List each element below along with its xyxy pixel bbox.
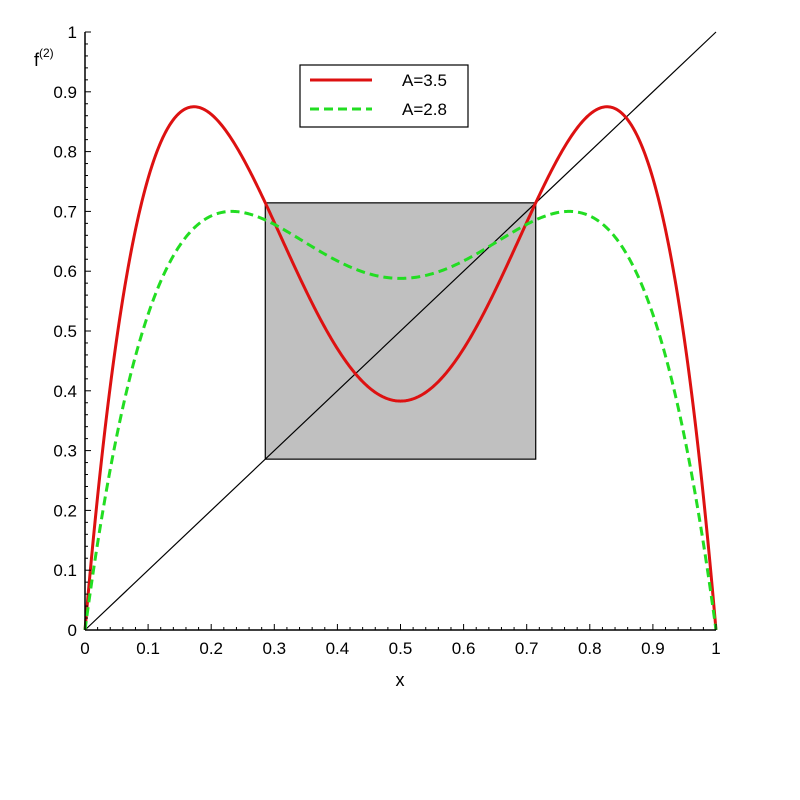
y-tick-label: 0.1 [53, 561, 77, 580]
x-tick-label: 0.6 [452, 639, 476, 658]
x-tick-label: 0.3 [262, 639, 286, 658]
x-tick-label: 1 [711, 639, 720, 658]
y-tick-label: 0.3 [53, 442, 77, 461]
x-tick-label: 0.7 [515, 639, 539, 658]
legend: A=3.5 A=2.8 [299, 64, 469, 128]
series-line-a35 [83, 105, 718, 631]
series-line-a28 [83, 209, 718, 631]
y-tick-label: 0 [68, 621, 77, 640]
diagonal-reference-line [84, 31, 717, 631]
y-tick-label: 1 [68, 23, 77, 42]
y-tick-label: 0.8 [53, 143, 77, 162]
legend-label-a28: A=2.8 [402, 100, 447, 119]
x-axis-title: x [396, 670, 405, 690]
x-tick-label: 0 [80, 639, 89, 658]
x-tick-label: 0.2 [199, 639, 223, 658]
y-axis-title-superscript: (2) [39, 46, 54, 60]
y-tick-label: 0.6 [53, 262, 77, 281]
y-tick-label: 0.2 [53, 501, 77, 520]
x-tick-label: 0.4 [326, 639, 350, 658]
y-tick-label: 0.5 [53, 322, 77, 341]
y-tick-label: 0.7 [53, 202, 77, 221]
x-tick-label: 0.1 [136, 639, 160, 658]
legend-box [299, 64, 469, 128]
y-tick-label: 0.4 [53, 382, 77, 401]
x-tick-label: 0.5 [389, 639, 413, 658]
legend-label-a35: A=3.5 [402, 71, 447, 90]
x-tick-label: 0.9 [641, 639, 665, 658]
x-tick-label: 0.8 [578, 639, 602, 658]
y-axis-title-base: f [34, 50, 40, 70]
y-tick-label: 0.9 [53, 83, 77, 102]
y-axis-title: f(2) [34, 46, 54, 70]
